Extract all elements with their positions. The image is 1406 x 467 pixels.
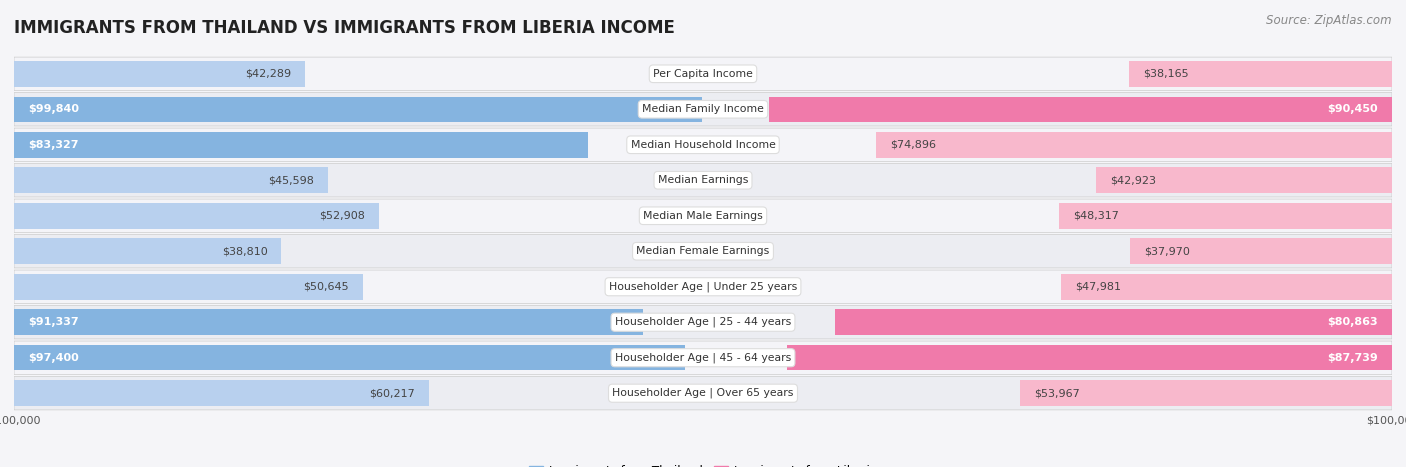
- Text: $91,337: $91,337: [28, 317, 79, 327]
- Bar: [14, 381, 429, 406]
- Text: $83,327: $83,327: [28, 140, 79, 150]
- Bar: [1130, 239, 1392, 264]
- Text: Median Family Income: Median Family Income: [643, 104, 763, 114]
- Bar: [769, 97, 1392, 122]
- Text: Median Earnings: Median Earnings: [658, 175, 748, 185]
- Text: Source: ZipAtlas.com: Source: ZipAtlas.com: [1267, 14, 1392, 27]
- Bar: [14, 203, 378, 228]
- Text: $90,450: $90,450: [1327, 104, 1378, 114]
- Bar: [14, 345, 685, 370]
- Text: $99,840: $99,840: [28, 104, 79, 114]
- Bar: [14, 97, 702, 122]
- Bar: [787, 345, 1392, 370]
- Text: $74,896: $74,896: [890, 140, 936, 150]
- Text: $80,863: $80,863: [1327, 317, 1378, 327]
- Bar: [14, 168, 328, 193]
- FancyBboxPatch shape: [14, 341, 1392, 375]
- Text: $60,217: $60,217: [370, 388, 415, 398]
- Bar: [876, 132, 1392, 157]
- Text: $52,908: $52,908: [319, 211, 364, 221]
- Text: $42,289: $42,289: [246, 69, 291, 79]
- Text: $50,645: $50,645: [304, 282, 349, 292]
- FancyBboxPatch shape: [14, 199, 1392, 233]
- FancyBboxPatch shape: [14, 305, 1392, 339]
- FancyBboxPatch shape: [14, 57, 1392, 91]
- Bar: [14, 61, 305, 86]
- Text: Householder Age | Under 25 years: Householder Age | Under 25 years: [609, 282, 797, 292]
- Bar: [14, 132, 588, 157]
- Bar: [14, 310, 644, 335]
- Text: Median Female Earnings: Median Female Earnings: [637, 246, 769, 256]
- Text: $38,810: $38,810: [222, 246, 267, 256]
- Text: $42,923: $42,923: [1109, 175, 1156, 185]
- Text: Householder Age | 45 - 64 years: Householder Age | 45 - 64 years: [614, 353, 792, 363]
- Text: Householder Age | 25 - 44 years: Householder Age | 25 - 44 years: [614, 317, 792, 327]
- Text: Per Capita Income: Per Capita Income: [652, 69, 754, 79]
- Bar: [1097, 168, 1392, 193]
- Text: $53,967: $53,967: [1033, 388, 1080, 398]
- Text: $45,598: $45,598: [269, 175, 315, 185]
- Text: $37,970: $37,970: [1144, 246, 1189, 256]
- FancyBboxPatch shape: [14, 92, 1392, 126]
- Text: $97,400: $97,400: [28, 353, 79, 363]
- Bar: [1059, 203, 1392, 228]
- Text: Householder Age | Over 65 years: Householder Age | Over 65 years: [612, 388, 794, 398]
- Bar: [835, 310, 1392, 335]
- Bar: [1021, 381, 1392, 406]
- Text: Median Male Earnings: Median Male Earnings: [643, 211, 763, 221]
- Text: $87,739: $87,739: [1327, 353, 1378, 363]
- Legend: Immigrants from Thailand, Immigrants from Liberia: Immigrants from Thailand, Immigrants fro…: [524, 460, 882, 467]
- FancyBboxPatch shape: [14, 234, 1392, 268]
- FancyBboxPatch shape: [14, 376, 1392, 410]
- Bar: [14, 274, 363, 299]
- Bar: [1062, 274, 1392, 299]
- FancyBboxPatch shape: [14, 270, 1392, 304]
- FancyBboxPatch shape: [14, 128, 1392, 162]
- Text: $48,317: $48,317: [1073, 211, 1119, 221]
- Text: $47,981: $47,981: [1076, 282, 1121, 292]
- Text: $38,165: $38,165: [1143, 69, 1188, 79]
- Text: IMMIGRANTS FROM THAILAND VS IMMIGRANTS FROM LIBERIA INCOME: IMMIGRANTS FROM THAILAND VS IMMIGRANTS F…: [14, 19, 675, 36]
- Bar: [1129, 61, 1392, 86]
- Bar: [14, 239, 281, 264]
- FancyBboxPatch shape: [14, 163, 1392, 197]
- Text: Median Household Income: Median Household Income: [630, 140, 776, 150]
